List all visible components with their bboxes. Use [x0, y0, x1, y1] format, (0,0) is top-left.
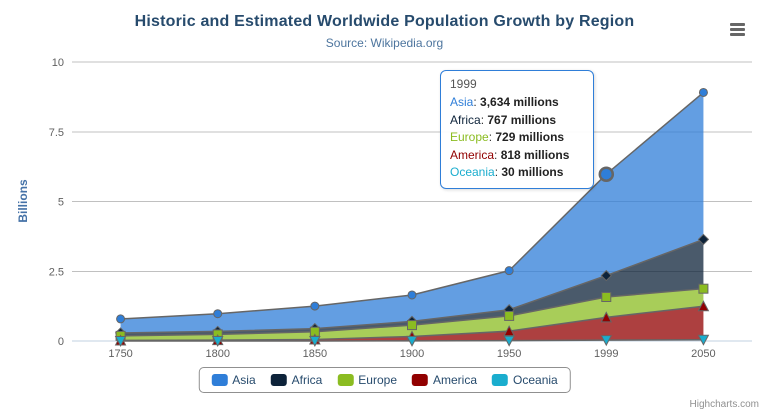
y-axis-label: 0 [58, 336, 64, 348]
legend-label: Africa [291, 373, 323, 387]
hamburger-icon [730, 27, 745, 31]
marker-asia-2050[interactable] [698, 87, 708, 97]
marker-europe-2050[interactable] [698, 283, 709, 294]
marker-oceania-1800[interactable] [211, 335, 224, 348]
tooltip-series-value: 767 millions [487, 112, 557, 127]
tooltip-series-name: Oceania [450, 165, 495, 179]
legend-label: America [433, 373, 478, 387]
marker-asia-1750[interactable] [116, 314, 126, 324]
marker-oceania-1900[interactable] [406, 335, 418, 347]
credits-link[interactable]: Highcharts.com [689, 399, 759, 410]
hamburger-icon [730, 22, 745, 26]
tooltip-row-asia: Asia: 3,634 millions [450, 95, 559, 109]
legend-label: Europe [358, 373, 398, 387]
tooltip-series-name: Asia [450, 95, 474, 109]
tooltip-rows: Asia: 3,634 millions Africa: 767 millions… [450, 94, 584, 182]
tooltip-series-name: Africa [450, 112, 481, 127]
marker-europe-1900[interactable] [407, 320, 417, 331]
tooltip-row-africa: Africa: 767 millions [450, 112, 557, 127]
marker-africa-1999[interactable] [600, 269, 612, 282]
y-axis-label: 10 [52, 57, 64, 69]
tooltip-row-oceania: Oceania: 30 millions [450, 165, 564, 179]
marker-asia-1900[interactable] [407, 290, 417, 300]
legend-label: Asia [232, 373, 256, 387]
legend: Asia Africa Europe America Oceania [198, 367, 571, 393]
y-axis-label: 5 [58, 197, 64, 209]
legend-swatch-icon [412, 374, 429, 386]
series-area-africa[interactable] [120, 239, 704, 336]
hover-marker[interactable] [598, 166, 615, 182]
legend-item-oceania[interactable]: Oceania [492, 373, 558, 387]
marker-oceania-1999[interactable] [600, 335, 613, 347]
marker-asia-1800[interactable] [213, 309, 223, 319]
tooltip-series-name: America [450, 147, 495, 162]
marker-oceania-1750[interactable] [114, 335, 127, 348]
y-axis-label: 7.5 [49, 127, 64, 139]
tooltip: 1999 Asia: 3,634 millions Africa: 767 mil… [440, 70, 594, 189]
legend-swatch-icon [337, 374, 354, 386]
tooltip-series-value: 30 millions [501, 165, 564, 179]
legend-swatch-icon [492, 374, 509, 386]
legend-item-asia[interactable]: Asia [211, 373, 256, 387]
chart-title: Historic and Estimated Worldwide Populat… [134, 13, 635, 30]
x-axis-label: 2050 [691, 348, 715, 360]
tooltip-header: 1999 [450, 77, 477, 91]
legend-item-europe[interactable]: Europe [337, 373, 397, 387]
tooltip-row-europe: Europe: 729 millions [450, 130, 565, 144]
series-area-asia[interactable] [120, 92, 704, 333]
export-menu-button[interactable] [726, 18, 752, 40]
marker-america-1999[interactable] [600, 311, 613, 323]
series-area-america[interactable] [120, 306, 704, 341]
legend-item-america[interactable]: America [412, 373, 477, 387]
legend-swatch-icon [270, 374, 287, 386]
legend-swatch-icon [211, 374, 228, 386]
x-axis-label: 1750 [108, 348, 132, 360]
x-axis-label: 1999 [594, 348, 618, 360]
x-axis-label: 1800 [205, 348, 229, 360]
tooltip-series-value: 818 millions [500, 147, 570, 162]
marker-oceania-1850[interactable] [309, 335, 321, 348]
tooltip-row-america: America: 818 millions [450, 147, 570, 162]
tooltip-series-value: 729 millions [495, 130, 565, 144]
marker-oceania-1950[interactable] [503, 335, 515, 347]
x-axis-label: 1850 [303, 348, 327, 360]
marker-europe-1950[interactable] [504, 310, 515, 321]
marker-asia-1950[interactable] [504, 266, 514, 276]
marker-africa-2050[interactable] [697, 233, 710, 246]
legend-label: Oceania [513, 373, 558, 387]
marker-oceania-2050[interactable] [697, 334, 710, 346]
y-axis-title: Billions [16, 179, 30, 223]
tooltip-series-value: 3,634 millions [480, 95, 559, 109]
y-axis-label: 2.5 [49, 266, 64, 278]
x-axis-label: 1900 [400, 348, 424, 360]
marker-asia-1850[interactable] [310, 301, 320, 311]
chart-subtitle: Source: Wikipedia.org [325, 36, 444, 50]
hamburger-icon [730, 32, 745, 36]
tooltip-series-name: Europe [450, 130, 489, 144]
marker-europe-1999[interactable] [601, 292, 612, 303]
x-axis-label: 1950 [497, 348, 521, 360]
legend-item-africa[interactable]: Africa [270, 373, 323, 387]
marker-america-2050[interactable] [697, 300, 710, 312]
